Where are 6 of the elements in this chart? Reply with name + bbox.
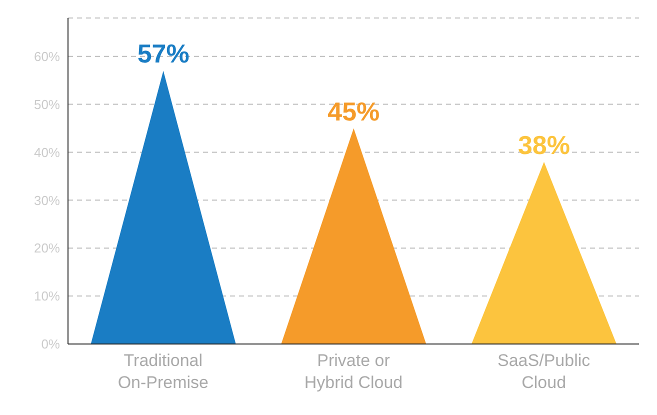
x-tick-label: Traditional On-Premise <box>118 351 209 392</box>
x-tick-label: Private or Hybrid Cloud <box>304 351 403 392</box>
data-label: 45% <box>328 96 380 126</box>
x-tick-label: SaaS/Public Cloud <box>498 351 591 392</box>
data-label: 57% <box>137 38 190 69</box>
data-label: 38% <box>518 130 570 160</box>
